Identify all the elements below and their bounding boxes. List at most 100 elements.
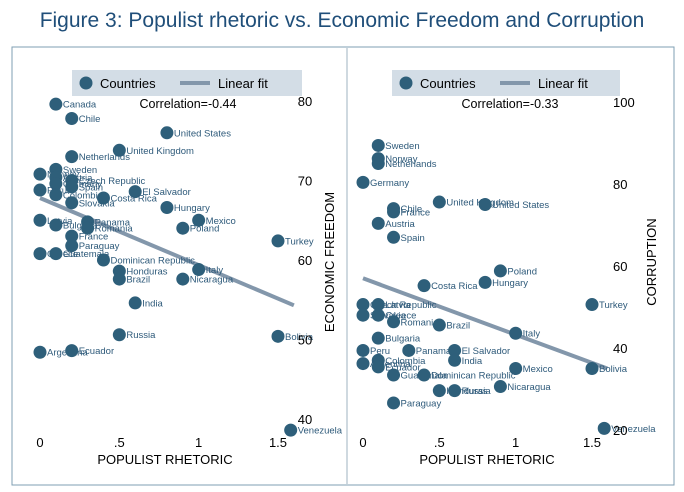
point-label-nicaragua: Nicaragua (190, 275, 234, 286)
point-label-bulgaria: Bulgaria (385, 334, 421, 345)
point-latvia (33, 213, 47, 227)
point-el-salvador (128, 185, 142, 199)
legend-marker-countries (399, 76, 413, 90)
point-turkey (271, 234, 285, 248)
point-slovakia (65, 196, 79, 210)
point-label-france: France (401, 207, 431, 218)
point-label-ecuador: Ecuador (385, 362, 420, 373)
point-label-hungary: Hungary (174, 203, 210, 214)
left-panel-economic-freedom: Countries Linear fit Correlation=-0.44 Cana… (33, 70, 343, 467)
point-guatemala (49, 247, 63, 261)
correlation-annotation: Correlation=-0.33 (462, 97, 559, 111)
point-label-italy: Italy (206, 265, 224, 276)
point-label-russia: Russia (126, 330, 156, 341)
point-label-india: India (142, 298, 163, 309)
point-nicaragua (493, 380, 507, 394)
x-tick-label: 1.5 (269, 435, 287, 450)
point-label-bulgaria: Bulgaria (63, 221, 99, 232)
point-label-turkey: Turkey (599, 300, 628, 311)
x-tick-label: 0 (36, 435, 43, 450)
point-argentina (356, 357, 370, 371)
point-label-czech-republic: Czech Republic (370, 300, 437, 311)
right-panel-corruption: Countries Linear fit Correlation=-0.33 Swed… (356, 70, 659, 467)
point-brazil (112, 272, 126, 286)
point-label-mexico: Mexico (206, 216, 236, 227)
point-spain (65, 180, 79, 194)
point-label-colombia: Colombia (385, 356, 426, 367)
point-label-austria: Austria (385, 219, 415, 230)
point-latvia (371, 298, 385, 312)
y-axis-title: CORRUPTION (644, 218, 659, 305)
point-label-chile: Chile (401, 204, 423, 215)
point-germany (356, 175, 370, 189)
point-argentina (33, 345, 47, 359)
x-tick-label: 1 (195, 435, 202, 450)
point-label-united-states: United States (492, 200, 549, 211)
linear-fit-line (39, 196, 295, 308)
point-label-latvia: Latvia (385, 300, 411, 311)
point-france (387, 205, 401, 219)
point-label-slovakia: Slovakia (370, 311, 407, 322)
point-honduras (432, 384, 446, 398)
legend-label-linear-fit: Linear fit (538, 76, 588, 91)
point-label-romania: Romania (401, 317, 440, 328)
point-costa-rica (417, 279, 431, 293)
point-label-united-kingdom: United Kingdom (126, 146, 194, 157)
y-tick-label: 50 (298, 333, 312, 348)
point-label-india: India (462, 356, 483, 367)
point-greece (371, 308, 385, 322)
point-netherlands (65, 150, 79, 164)
point-romania (387, 315, 401, 329)
point-dominican-republic (96, 253, 110, 267)
point-label-hungary: Hungary (492, 278, 528, 289)
point-sweden (371, 138, 385, 152)
point-label-panama: Panama (95, 217, 131, 228)
point-label-dominican-republic: Dominican Republic (110, 256, 195, 267)
point-label-italy: Italy (523, 329, 541, 340)
point-label-argentina: Argentina (370, 359, 411, 370)
point-label-panama: Panama (416, 346, 452, 357)
point-label-spain: Spain (79, 182, 103, 193)
point-el-salvador (448, 343, 462, 357)
point-chile (65, 111, 79, 125)
point-russia (112, 328, 126, 342)
point-label-united-states: United States (174, 128, 231, 139)
point-guatemala (387, 368, 401, 382)
x-tick-label: .5 (434, 435, 445, 450)
point-label-costa-rica: Costa Rica (431, 281, 478, 292)
point-mexico (509, 362, 523, 375)
point-label-brazil: Brazil (446, 321, 470, 332)
point-label-peru: Peru (370, 346, 390, 357)
x-axis-title: POPULIST RHETORIC (97, 452, 232, 467)
point-italy (509, 326, 523, 340)
legend-label-countries: Countries (100, 76, 156, 91)
point-label-france: France (79, 232, 109, 243)
legend-label-countries: Countries (420, 76, 476, 91)
point-label-bolivia: Bolivia (285, 332, 314, 343)
point-romania (81, 221, 95, 235)
point-paraguay (387, 396, 401, 410)
point-label-nicaragua: Nicaragua (507, 382, 551, 393)
point-austria (371, 216, 385, 230)
point-india (128, 296, 142, 310)
point-mexico (192, 213, 206, 227)
point-label-honduras: Honduras (126, 267, 167, 278)
x-axis-title: POPULIST RHETORIC (419, 452, 554, 467)
point-france (65, 229, 79, 243)
y-tick-label: 60 (613, 259, 627, 274)
point-label-greece: Greece (47, 249, 78, 260)
point-united-states (160, 126, 174, 140)
point-hungary (160, 201, 174, 215)
point-colombia (49, 188, 63, 202)
point-poland (176, 221, 190, 235)
x-tick-label: .5 (114, 435, 125, 450)
x-tick-label: 1 (512, 435, 519, 450)
point-label-sweden: Sweden (385, 141, 419, 152)
point-venezuela (284, 423, 298, 437)
point-label-poland: Poland (507, 266, 537, 277)
point-norway (33, 167, 47, 181)
point-label-greece: Greece (385, 311, 416, 322)
point-label-paraguay: Paraguay (79, 241, 120, 252)
point-nicaragua (176, 272, 190, 286)
